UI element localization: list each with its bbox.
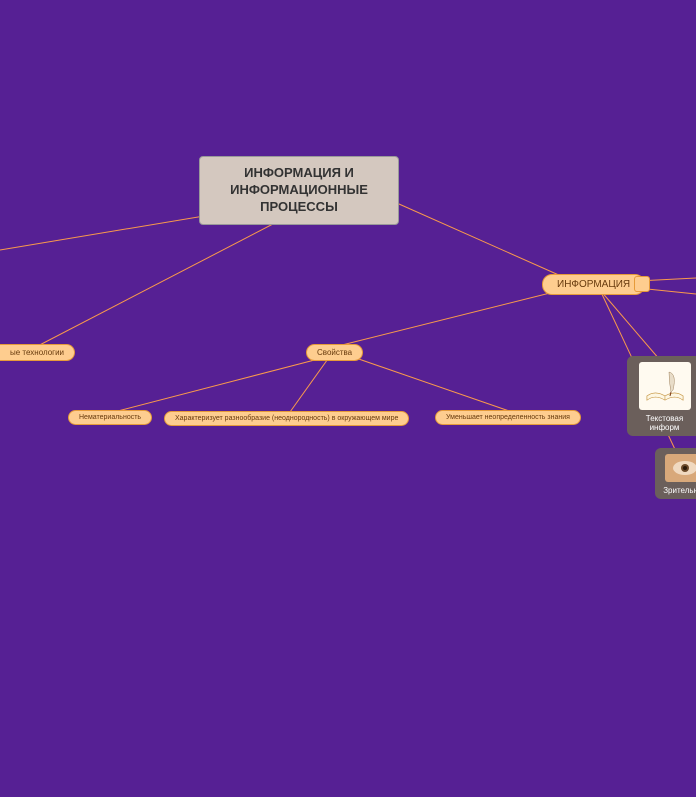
media-text-card[interactable]: Текстовая информ <box>627 356 696 436</box>
root-node[interactable]: ИНФОРМАЦИЯ И ИНФОРМАЦИОННЫЕ ПРОЦЕССЫ <box>199 156 399 225</box>
mindmap-edges <box>0 0 696 520</box>
eye-icon <box>665 454 696 482</box>
property-immaterial-node[interactable]: Нематериальность <box>68 410 152 425</box>
property-uncertainty-node[interactable]: Уменьшает неопределенность знания <box>435 410 581 425</box>
properties-node[interactable]: Свойства <box>306 344 363 361</box>
technologies-node-partial[interactable]: ые технологии <box>0 344 75 361</box>
note-icon[interactable] <box>634 276 650 292</box>
book-quill-icon <box>639 362 691 410</box>
media-visual-caption: Зрительная <box>661 486 696 495</box>
media-visual-card[interactable]: Зрительная <box>655 448 696 499</box>
information-node[interactable]: ИНФОРМАЦИЯ <box>542 274 645 295</box>
property-diversity-node[interactable]: Характеризует разнообразие (неоднороднос… <box>164 411 409 426</box>
media-text-caption: Текстовая информ <box>633 414 696 432</box>
